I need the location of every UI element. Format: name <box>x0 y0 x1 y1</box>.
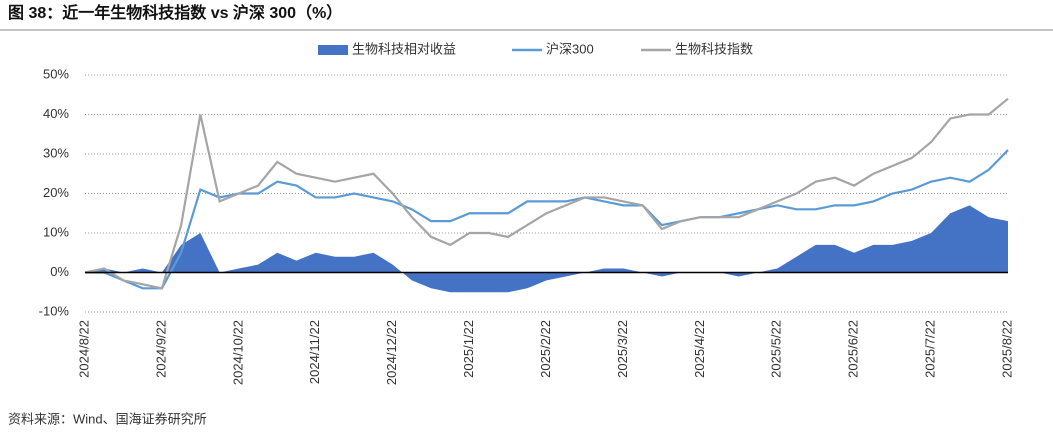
source-note: 资料来源：Wind、国海证券研究所 <box>8 411 207 426</box>
y-tick-label: 30% <box>43 145 69 160</box>
x-tick-label: 2025/3/22 <box>615 320 630 378</box>
x-tick-label: 2024/11/22 <box>307 320 322 384</box>
x-tick-label: 2025/8/22 <box>999 320 1014 378</box>
y-tick-label: 20% <box>43 185 69 200</box>
x-tick-label: 2025/2/22 <box>538 320 553 378</box>
area <box>85 205 1008 293</box>
x-tick-label: 2024/9/22 <box>153 320 168 378</box>
legend-label: 沪深300 <box>546 41 594 56</box>
x-tick-label: 2024/12/22 <box>384 320 399 385</box>
y-tick-label: 40% <box>43 106 69 121</box>
y-tick-label: -10% <box>39 303 70 318</box>
y-tick-label: 50% <box>43 66 69 81</box>
legend-label: 生物科技指数 <box>675 41 753 56</box>
x-tick-label: 2025/4/22 <box>692 320 707 378</box>
line <box>84 97 1009 290</box>
x-tick-label: 2025/7/22 <box>923 320 938 378</box>
legend-swatch <box>318 45 348 55</box>
y-tick-label: 0% <box>50 264 69 279</box>
x-tick-label: 2025/6/22 <box>846 320 861 378</box>
x-tick-label: 2024/8/22 <box>76 320 91 378</box>
x-tick-label: 2025/5/22 <box>769 320 784 378</box>
y-tick-label: 10% <box>43 224 69 239</box>
legend-label: 生物科技相对收益 <box>352 41 456 56</box>
chart-title: 图 38：近一年生物科技指数 vs 沪深 300（%） <box>8 3 342 22</box>
x-tick-label: 2025/1/22 <box>461 320 476 378</box>
x-tick-label: 2024/10/22 <box>230 320 245 385</box>
